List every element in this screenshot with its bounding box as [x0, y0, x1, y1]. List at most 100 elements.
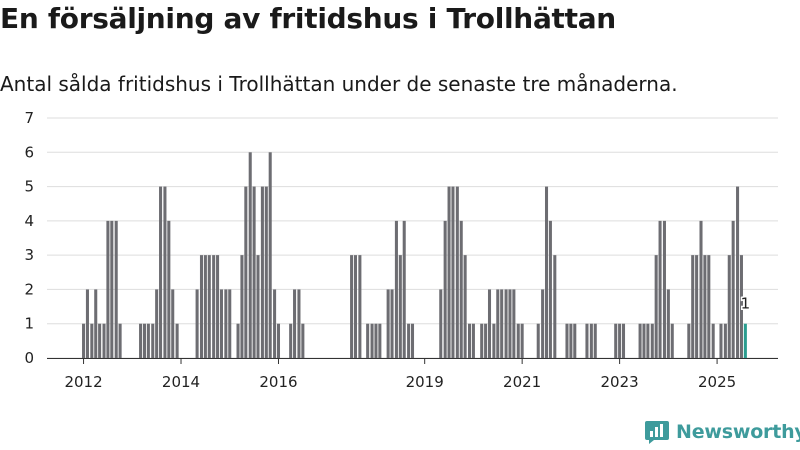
bar [707, 255, 711, 358]
bar [658, 220, 662, 358]
bar [163, 186, 167, 358]
bar [646, 323, 650, 358]
x-tick-label: 2014 [162, 373, 200, 391]
bar [85, 289, 89, 358]
bar [301, 323, 305, 358]
bar [350, 255, 354, 358]
bar [642, 323, 646, 358]
bar [662, 220, 666, 358]
bar [471, 323, 475, 358]
x-tick-label: 2012 [64, 373, 102, 391]
bar [167, 220, 171, 358]
bar [390, 289, 394, 358]
bar-chart: 0 1 2 3 4 5 6 7 2012 2014 2016 2019 2021 2023 2025 1 [24, 109, 778, 391]
bar [199, 255, 204, 358]
bar [248, 152, 252, 358]
bar [736, 186, 740, 358]
bar [207, 255, 211, 358]
bar [480, 323, 484, 358]
bar [94, 289, 98, 358]
brand-name: Newsworthy [676, 421, 800, 443]
bar [743, 323, 747, 358]
y-tick-label: 3 [24, 246, 34, 264]
bar [439, 289, 443, 358]
bar [171, 289, 175, 358]
bar [82, 323, 86, 358]
chart-subtitle: Antal sålda fritidshus i Trollhättan und… [0, 72, 678, 96]
bar [504, 289, 508, 358]
x-tick-label: 2019 [406, 373, 444, 391]
bar [687, 323, 691, 358]
bar [394, 220, 398, 358]
y-tick-label: 4 [24, 212, 34, 230]
bar [589, 323, 593, 358]
bar [264, 186, 268, 358]
bar [541, 289, 545, 358]
bars [82, 152, 747, 358]
x-axis: 2012 2014 2016 2019 2021 2023 2025 [47, 358, 778, 391]
y-tick-label: 0 [24, 349, 34, 367]
bar [739, 255, 743, 358]
x-tick-label: 2021 [503, 373, 541, 391]
bar [727, 255, 731, 358]
bar [256, 255, 260, 358]
bar [500, 289, 504, 358]
bar [719, 323, 723, 358]
newsworthy-logo-icon [645, 421, 669, 444]
bar [212, 255, 216, 358]
bar [703, 255, 707, 358]
bar [102, 323, 106, 358]
bar [553, 255, 557, 358]
bar [699, 220, 703, 358]
bar [650, 323, 654, 358]
bar [512, 289, 516, 358]
bar [374, 323, 378, 358]
bar [484, 323, 488, 358]
x-tick-label: 2016 [259, 373, 297, 391]
x-tick-label: 2025 [698, 373, 736, 391]
bar [585, 323, 589, 358]
bar [520, 323, 524, 358]
bar [142, 323, 146, 358]
bar [410, 323, 415, 358]
bar [224, 289, 228, 358]
bar [618, 323, 622, 358]
y-tick-label: 5 [24, 178, 34, 196]
bar [654, 255, 658, 358]
bar [293, 289, 297, 358]
bar [565, 323, 569, 358]
bar [459, 220, 463, 358]
bar [731, 220, 735, 358]
bar [353, 255, 358, 358]
bar [228, 289, 232, 358]
bar [118, 323, 122, 358]
bar [289, 323, 293, 358]
bar [711, 323, 715, 358]
bar [548, 220, 552, 358]
bar [691, 255, 695, 358]
bar [451, 186, 455, 358]
x-tick-label: 2023 [601, 373, 639, 391]
bar [252, 186, 256, 358]
page-title: En försäljning av fritidshus i Trollhätt… [0, 2, 616, 35]
bar [244, 186, 248, 358]
bar [106, 220, 110, 358]
bar [407, 323, 411, 358]
bar [98, 323, 102, 358]
bar [236, 323, 240, 358]
bar [614, 323, 618, 358]
newsworthy-logo: Newsworthy [644, 419, 800, 445]
bar [378, 323, 382, 358]
bar [297, 289, 301, 358]
bar [195, 289, 199, 358]
bar [175, 323, 179, 358]
y-tick-label: 1 [24, 315, 34, 333]
y-axis-ticks: 0 1 2 3 4 5 6 7 [24, 109, 34, 367]
bar [670, 323, 674, 358]
bar [366, 323, 370, 358]
bar [468, 323, 472, 358]
bar [114, 220, 118, 358]
bar [638, 323, 642, 358]
data-labels: 1 [739, 293, 752, 314]
bar [276, 323, 281, 358]
